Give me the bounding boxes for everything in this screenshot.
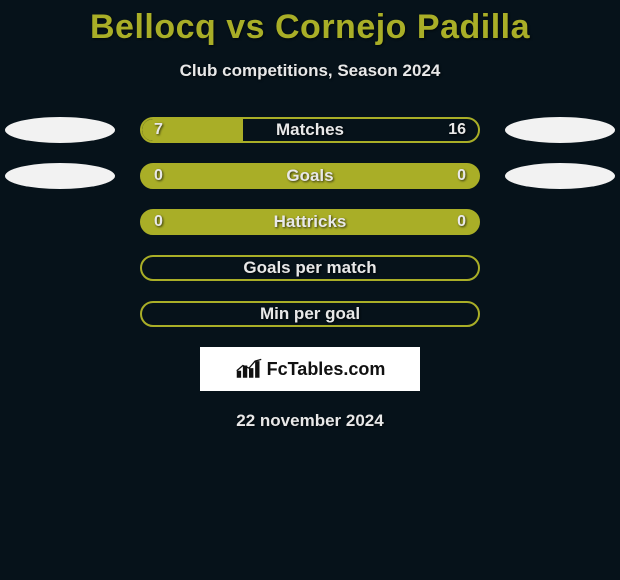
stat-value-left: 7 [154, 121, 163, 139]
player-left-ellipse [5, 163, 115, 189]
stat-value-left: 0 [154, 167, 163, 185]
stat-bar: Min per goal [140, 301, 480, 327]
stat-label: Min per goal [142, 304, 478, 324]
stat-value-left: 0 [154, 213, 163, 231]
stat-bar: Goals per match [140, 255, 480, 281]
stat-value-right: 0 [457, 167, 466, 185]
stat-row: Min per goal [0, 301, 620, 327]
stat-row: Hattricks0 0 [0, 209, 620, 235]
stat-label: Matches [142, 120, 478, 140]
stat-bar: Hattricks0 0 [140, 209, 480, 235]
stat-label: Hattricks [142, 212, 478, 232]
stat-row: Matches7 16 [0, 117, 620, 143]
player-right-ellipse [505, 117, 615, 143]
stat-label: Goals per match [142, 258, 478, 278]
page-title: Bellocq vs Cornejo Padilla [0, 0, 620, 47]
stat-bar: Matches7 16 [140, 117, 480, 143]
footer-logo-text: FcTables.com [267, 359, 386, 380]
stat-value-right: 0 [457, 213, 466, 231]
player-right-ellipse [505, 163, 615, 189]
comparison-infographic: Bellocq vs Cornejo Padilla Club competit… [0, 0, 620, 580]
page-subtitle: Club competitions, Season 2024 [0, 61, 620, 81]
stat-label: Goals [142, 166, 478, 186]
stat-value-right: 16 [448, 121, 466, 139]
footer-date: 22 november 2024 [0, 411, 620, 431]
stat-rows: Matches716Goals00Hattricks00Goals per ma… [0, 117, 620, 327]
footer-logo: FcTables.com [200, 347, 420, 391]
player-left-ellipse [5, 117, 115, 143]
stat-row: Goals0 0 [0, 163, 620, 189]
bars-icon [235, 358, 263, 380]
stat-row: Goals per match [0, 255, 620, 281]
stat-bar: Goals0 0 [140, 163, 480, 189]
